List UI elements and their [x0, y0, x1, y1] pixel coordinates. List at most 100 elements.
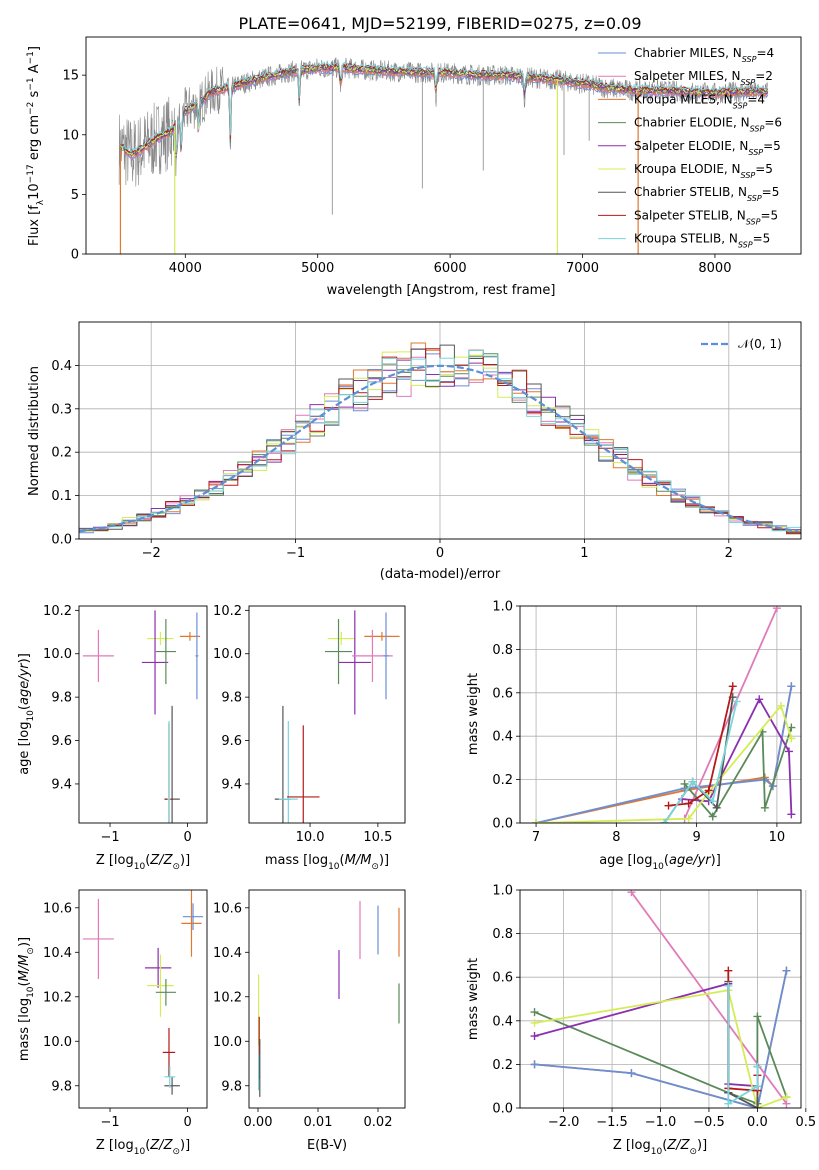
weight-series-line [630, 891, 788, 1105]
label-part: ⊙ [172, 862, 180, 872]
weight-series-line [668, 686, 734, 807]
weight-point-marker [760, 803, 769, 812]
label-part: 10 [134, 1147, 146, 1157]
label-part: ( [145, 1138, 150, 1153]
spectrum-marks [118, 57, 769, 254]
weight-point-marker [664, 801, 673, 810]
weight-point-marker [753, 1012, 762, 1021]
x-tick-label: 1 [580, 546, 588, 561]
x-tick-label: 6000 [434, 261, 467, 276]
label-part: ( [145, 853, 150, 868]
weight-point-marker [684, 799, 693, 808]
legend-sub: SSP [741, 171, 756, 180]
legend-sub: SSP [733, 101, 748, 110]
x-tick-label: 0.01 [304, 1115, 333, 1130]
weight-point-marker [755, 695, 764, 704]
mass-vs-Z-axes: −1 0 9.8 10.0 10.2 10.4 10.6 [43, 889, 208, 1130]
legend-text: Kroupa ELODIE, N [634, 162, 741, 176]
label-part: λ [36, 199, 46, 205]
figure-title: PLATE=0641, MJD=52199, FIBERID=0275, z=0… [238, 14, 641, 33]
axes-frame [248, 605, 406, 824]
weight-point-marker [530, 1032, 539, 1041]
y-tick-label: 10.0 [213, 647, 242, 662]
spectrum-xlabel: wavelength [Angstrom, rest frame] [327, 283, 556, 298]
x-tick-label: 4000 [169, 261, 202, 276]
y-tick-label: 9.8 [51, 691, 72, 706]
age-vs-Z-axes: −1 0 9.4 9.6 9.8 10.0 10.2 [43, 604, 208, 845]
legend-text: =4 [747, 92, 765, 106]
weight-point-marker [732, 697, 741, 706]
y-tick-label: 10.4 [213, 946, 242, 961]
y-tick-label: 10.6 [213, 901, 242, 916]
label-part: −1 [26, 51, 36, 64]
y-tick-label: 9.4 [221, 777, 242, 792]
legend-text: =4 [756, 46, 774, 60]
legend-label: Salpeter STELIB, NSSP=5 [634, 208, 778, 226]
axes-frame [519, 889, 802, 1109]
legend-label: Chabrier ELODIE, NSSP=6 [634, 116, 782, 134]
weight-point-marker [776, 701, 785, 710]
label-part: s [27, 90, 42, 101]
label-part: 10 [26, 710, 36, 722]
label-part: mass [log [265, 853, 328, 868]
legend-sub: SSP [748, 147, 763, 156]
weight-series-line [663, 701, 738, 823]
model-spectrum-line [118, 61, 769, 153]
weight-point-marker [660, 819, 669, 823]
weight-point-marker [724, 1099, 733, 1108]
age-Z-ylabel: age [log10(age/yr)] [17, 653, 36, 775]
legend-label: Salpeter ELODIE, NSSP=5 [634, 139, 781, 157]
weight-series-line [536, 703, 793, 823]
weight-series-line [535, 686, 793, 823]
legend-text: Salpeter MILES, N [634, 69, 741, 83]
label-part: M/M [345, 853, 372, 868]
mass-vs-EBV-marks [258, 901, 400, 1097]
label-part: ( [664, 853, 669, 868]
axes-frame [85, 36, 802, 255]
legend-sub: SSP [747, 194, 762, 203]
label-part: )] [17, 937, 32, 947]
legend-label: Salpeter MILES, NSSP=2 [634, 69, 773, 87]
legend-text: Salpeter STELIB, N [634, 208, 746, 222]
legend-text: Kroupa STELIB, N [634, 232, 738, 246]
x-tick-label: 10.5 [363, 830, 392, 845]
label-part: 10 [652, 862, 664, 872]
weight-Z-ylabel: mass weight [466, 958, 481, 1040]
axes-frame [78, 889, 208, 1109]
weight-point-marker [724, 981, 733, 990]
legend-sub: SSP [738, 240, 753, 249]
y-tick-label: 10.2 [213, 990, 242, 1005]
label-part: age [log [17, 722, 32, 775]
y-tick-label: 0.0 [51, 533, 72, 548]
age-Z-xlabel: Z [log10(Z/Z⊙)] [96, 853, 190, 872]
legend-text: Kroupa MILES, N [634, 92, 733, 106]
weight-age-xlabel: age [log10(age/yr)] [599, 853, 721, 872]
legend-label: Kroupa ELODIE, NSSP=5 [634, 162, 773, 180]
residuals-ylabel: Normed distribution [27, 366, 42, 496]
spectrum-axes: 4000 5000 6000 7000 8000 0 5 10 15 Chabrier MILES… [62, 36, 802, 276]
legend-sub: SSP [741, 78, 756, 87]
weight-point-marker [782, 1093, 791, 1102]
x-tick-label: 8 [612, 830, 620, 845]
label-part: ( [17, 981, 32, 986]
label-part: ⊙ [26, 947, 36, 955]
x-tick-label: 10.0 [296, 830, 325, 845]
legend-text: =5 [753, 232, 771, 246]
y-tick-label: 0.8 [492, 927, 513, 942]
label-part: Z [log [613, 1138, 651, 1153]
label-part: Z/Z [149, 1138, 173, 1153]
weight-point-marker [530, 1018, 539, 1027]
label-part: )] [379, 853, 389, 868]
model-spectrum-line [118, 62, 769, 155]
weight-vs-Z-marks [530, 890, 791, 1108]
x-tick-label: 7000 [566, 261, 599, 276]
weight-point-marker [704, 786, 713, 795]
x-tick-label: −1 [286, 546, 305, 561]
age-vs-mass-marks [274, 610, 400, 823]
weight-point-marker [753, 1062, 762, 1071]
weight-age-ylabel: mass weight [466, 673, 481, 755]
weight-point-marker [530, 1008, 539, 1017]
weight-point-marker [680, 779, 689, 788]
label-part: −17 [26, 164, 36, 183]
y-tick-label: 0.6 [492, 686, 513, 701]
